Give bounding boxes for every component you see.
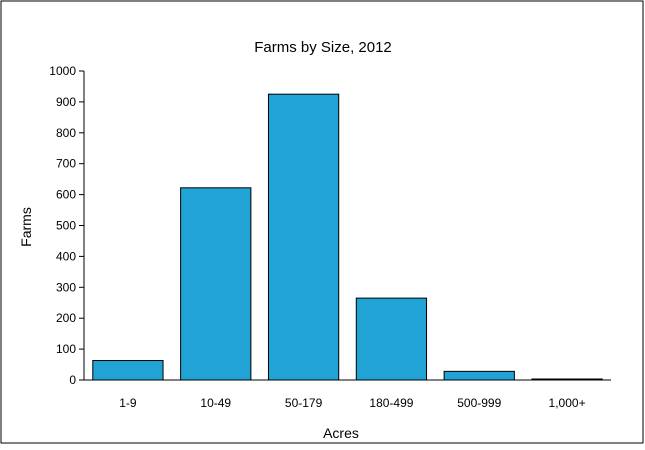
x-tick-label: 180-499 bbox=[369, 396, 413, 410]
bar-500-999 bbox=[443, 370, 515, 381]
bar-50-179 bbox=[267, 93, 340, 381]
bar-180-499 bbox=[355, 297, 428, 381]
x-tick-label: 50-179 bbox=[285, 396, 323, 410]
x-axis-label: Acres bbox=[323, 425, 359, 441]
y-axis-label: Farms bbox=[18, 207, 34, 247]
y-tick-label: 100 bbox=[56, 342, 76, 356]
plot-area: 0 100 200 300 400 500 600 700 800 900 1000 1-9 10-49… bbox=[49, 64, 611, 410]
x-tick-label: 1-9 bbox=[119, 396, 137, 410]
x-tick-label: 10-49 bbox=[200, 396, 231, 410]
y-tick-label: 600 bbox=[56, 188, 76, 202]
bar-1-9 bbox=[92, 360, 164, 381]
chart-title: Farms by Size, 2012 bbox=[254, 39, 392, 56]
y-tick-label: 700 bbox=[56, 157, 76, 171]
x-tick-label: 500-999 bbox=[457, 396, 501, 410]
x-tick-label: 1,000+ bbox=[549, 396, 586, 410]
y-tick-label: 1000 bbox=[49, 64, 76, 78]
y-tick-label: 500 bbox=[56, 219, 76, 233]
y-tick-label: 0 bbox=[69, 373, 76, 387]
y-tick-label: 300 bbox=[56, 280, 76, 294]
y-tick-label: 800 bbox=[56, 126, 76, 140]
y-tick-label: 400 bbox=[56, 249, 76, 263]
bar-10-49 bbox=[180, 187, 252, 381]
y-tick-label: 200 bbox=[56, 311, 76, 325]
y-tick-label: 900 bbox=[56, 95, 76, 109]
